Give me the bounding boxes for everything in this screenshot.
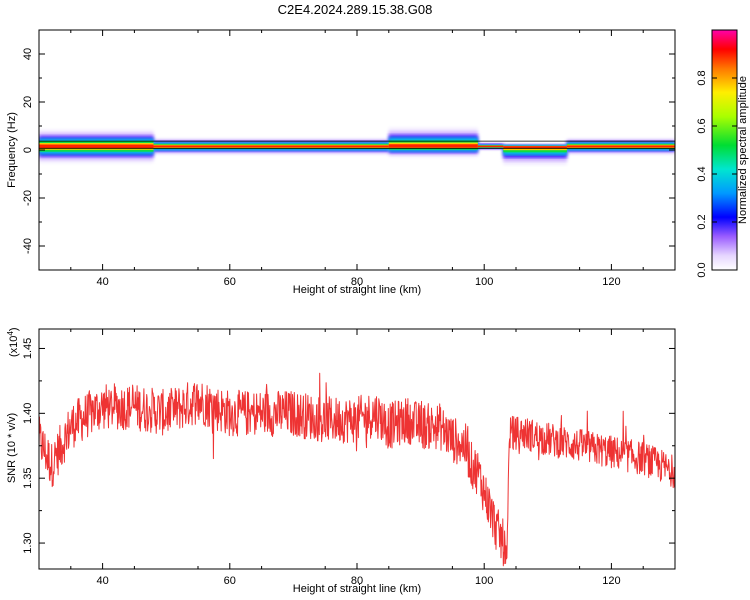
band-cell <box>153 145 389 148</box>
colorbar-label: Normalized spectral amplitude <box>737 76 749 224</box>
x-tick-label: 80 <box>351 276 363 288</box>
x-tick-label: 100 <box>475 575 493 587</box>
band-cell <box>39 144 154 149</box>
band-cell <box>388 144 478 148</box>
y-tick-label: 1.30 <box>22 532 34 553</box>
spectrogram-panel: 40 60 80 100 120 40 20 0 -20 -40 Height of straig… <box>6 29 676 296</box>
x-tick-label: 100 <box>475 276 493 288</box>
y-tick-label: 20 <box>22 96 34 108</box>
y-tick-label: 1.35 <box>22 467 34 488</box>
colorbar-ticks: 0.0 0.2 0.4 0.6 0.8 <box>696 70 737 278</box>
colorbar: 0.0 0.2 0.4 0.6 0.8 Normalized spectral ampl… <box>696 29 749 278</box>
chart-title: C2E4.2024.289.15.38.G08 <box>278 2 433 17</box>
colorbar-tick-label: 0.6 <box>696 118 708 133</box>
snr-series-line <box>39 372 675 567</box>
y-scale-multiplier: (x104) <box>6 327 20 357</box>
x-tick-label: 80 <box>351 575 363 587</box>
colorbar-tick-label: 0.0 <box>696 262 708 277</box>
y-tick-label: 40 <box>22 48 34 60</box>
x-tick-label: 60 <box>224 276 236 288</box>
top-axes: 40 60 80 100 120 40 20 0 -20 -40 <box>22 30 675 288</box>
band-cell <box>503 146 567 149</box>
colorbar-gradient <box>711 29 738 271</box>
y-tick-label: 0 <box>22 147 34 153</box>
spectrogram-band <box>39 128 675 165</box>
bottom-xlabel: Height of straight line (km) <box>293 583 421 595</box>
y-tick-label: -40 <box>22 238 34 254</box>
colorbar-tick-label: 0.8 <box>696 70 708 85</box>
colorbar-tick-label: 0.4 <box>696 166 708 181</box>
y-tick-label: 1.45 <box>22 338 34 359</box>
x-tick-label: 120 <box>602 276 620 288</box>
top-xlabel: Height of straight line (km) <box>293 284 421 296</box>
colorbar-tick-label: 0.2 <box>696 214 708 229</box>
band-cell <box>477 145 504 148</box>
x-tick-label: 60 <box>224 575 236 587</box>
band-cell <box>566 145 675 148</box>
snr-panel: 40 60 80 100 120 1.45 1.40 1.35 1.30 Height of s… <box>6 327 676 595</box>
x-tick-label: 40 <box>96 575 108 587</box>
bottom-axes: 40 60 80 100 120 1.45 1.40 1.35 1.30 <box>22 329 675 587</box>
top-ylabel: Frequency (Hz) <box>6 112 18 188</box>
bottom-ylabel: SNR (10 * v/v) <box>6 413 18 483</box>
x-tick-label: 120 <box>602 575 620 587</box>
y-tick-label: 1.40 <box>22 403 34 424</box>
y-tick-label: -20 <box>22 190 34 206</box>
x-tick-label: 40 <box>96 276 108 288</box>
